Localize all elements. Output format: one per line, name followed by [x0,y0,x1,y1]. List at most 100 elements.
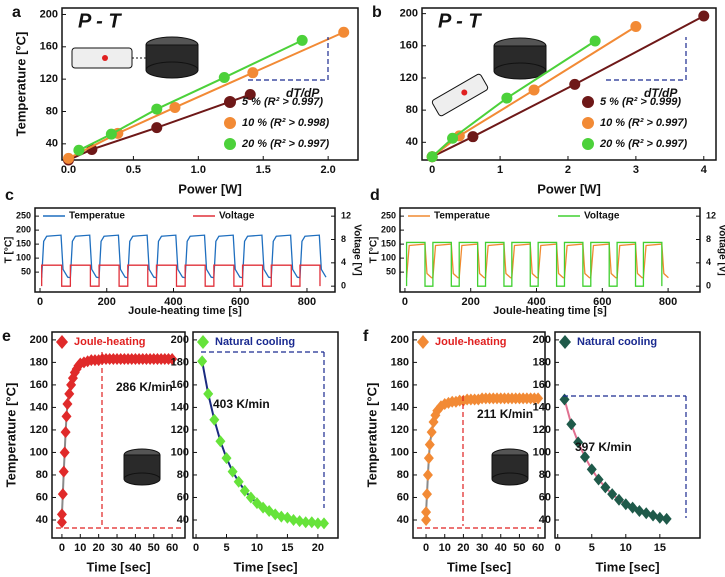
y-tick-label: 200 [16,224,31,234]
x-tick-label: 0 [37,296,43,308]
x-tick-label: 15 [654,542,666,554]
marker [312,517,323,530]
marker [421,513,432,526]
series-line [431,15,705,158]
series-line [41,264,321,287]
y-tick-label: 80 [397,469,409,481]
marker [422,488,433,501]
x-tick-label: 0.5 [126,164,141,176]
icons [71,36,547,486]
y-tick-label: 100 [533,446,551,458]
y-tick-label: 100 [30,446,48,458]
marker [56,508,67,521]
marker [294,515,305,528]
panel-label: a [12,4,21,21]
y-tick-label: 180 [391,356,409,368]
annotation: 211 K/min [477,407,533,421]
legend-label: Voltage [219,211,255,222]
marker [421,506,432,519]
legend-label: Joule-heating [435,336,507,348]
x-tick-label: 40 [495,542,507,554]
marker [239,484,250,497]
marker [589,35,601,47]
x-tick-label: 2.0 [320,164,335,176]
y2-tick-label: 12 [706,211,716,221]
marker [573,436,584,449]
marker [86,143,98,155]
x-tick-label: 800 [659,296,677,308]
legend-swatch [582,96,594,108]
marker [60,426,71,439]
plot-frame [61,7,359,161]
marker [318,517,329,530]
plot-frame [51,331,186,539]
y-tick-label: 160 [533,379,551,391]
x-tick-label: 0.0 [61,164,76,176]
y-tick-label: 200 [381,224,396,234]
x-tick-label: 10 [251,542,263,554]
annotation-guides [56,352,181,529]
x-tick-label: 1.5 [256,164,271,176]
y-tick-label: 80 [406,104,418,116]
x-tick-label: 400 [164,296,182,308]
x-tick-label: 20 [93,542,105,554]
y2-tick-label: 4 [706,257,711,267]
legend-label: Temperatue [69,211,125,222]
legend-label: Temperatue [434,211,490,222]
marker [533,392,544,405]
x-tick-label: 30 [111,542,123,554]
y-tick-label: 200 [171,334,189,346]
y2-tick-label: 0 [706,281,711,291]
y-tick-label: 160 [391,379,409,391]
legend-label: Natural cooling [577,336,657,348]
marker [698,10,710,22]
plot-frame [34,207,336,293]
annotation: dT/dP [286,86,320,100]
legend-swatch [417,335,429,349]
y-tick-label: 40 [539,514,551,526]
marker [218,72,230,84]
panel-label: f [363,328,369,345]
marker [569,78,581,90]
x-tick-label: 3 [633,164,639,176]
x-axis-label: Time [sec] [595,559,659,574]
y-tick-label: 60 [36,491,48,503]
marker [151,122,163,134]
x-tick-label: 10 [439,542,451,554]
y-tick-label: 160 [30,379,48,391]
y-tick-label: 200 [391,334,409,346]
x-tick-label: 600 [231,296,249,308]
y-tick-label: 160 [400,40,418,52]
y-tick-label: 100 [16,252,31,262]
marker [306,516,317,529]
x-tick-label: 1.0 [191,164,206,176]
x-tick-label: 4 [701,164,708,176]
y-tick-label: 40 [177,514,189,526]
x-tick-label: 5 [589,542,595,554]
y-tick-label: 120 [40,73,58,85]
marker [245,491,256,504]
y-tick-label: 120 [171,424,189,436]
legend-swatch [582,117,594,129]
marker [167,353,178,366]
y-tick-label: 140 [30,401,48,413]
marker [630,20,642,32]
legend-label: Joule-heating [74,336,146,348]
marker [197,355,208,368]
y-tick-label: 80 [539,469,551,481]
marker [247,67,259,79]
y-axis-label: T [°C] [4,237,15,264]
legend-swatch [224,96,236,108]
y-axis-label: T [°C] [369,237,380,264]
y-tick-label: 200 [40,8,58,20]
marker [422,468,433,481]
y-tick-label: 250 [381,210,396,220]
marker [579,450,590,463]
x-tick-label: 400 [527,296,545,308]
plot-frame [399,207,701,293]
y-tick-label: 120 [391,424,409,436]
series-line [405,241,663,287]
legend-label: 10 % (R² > 0.998) [242,117,329,129]
marker [467,131,479,143]
